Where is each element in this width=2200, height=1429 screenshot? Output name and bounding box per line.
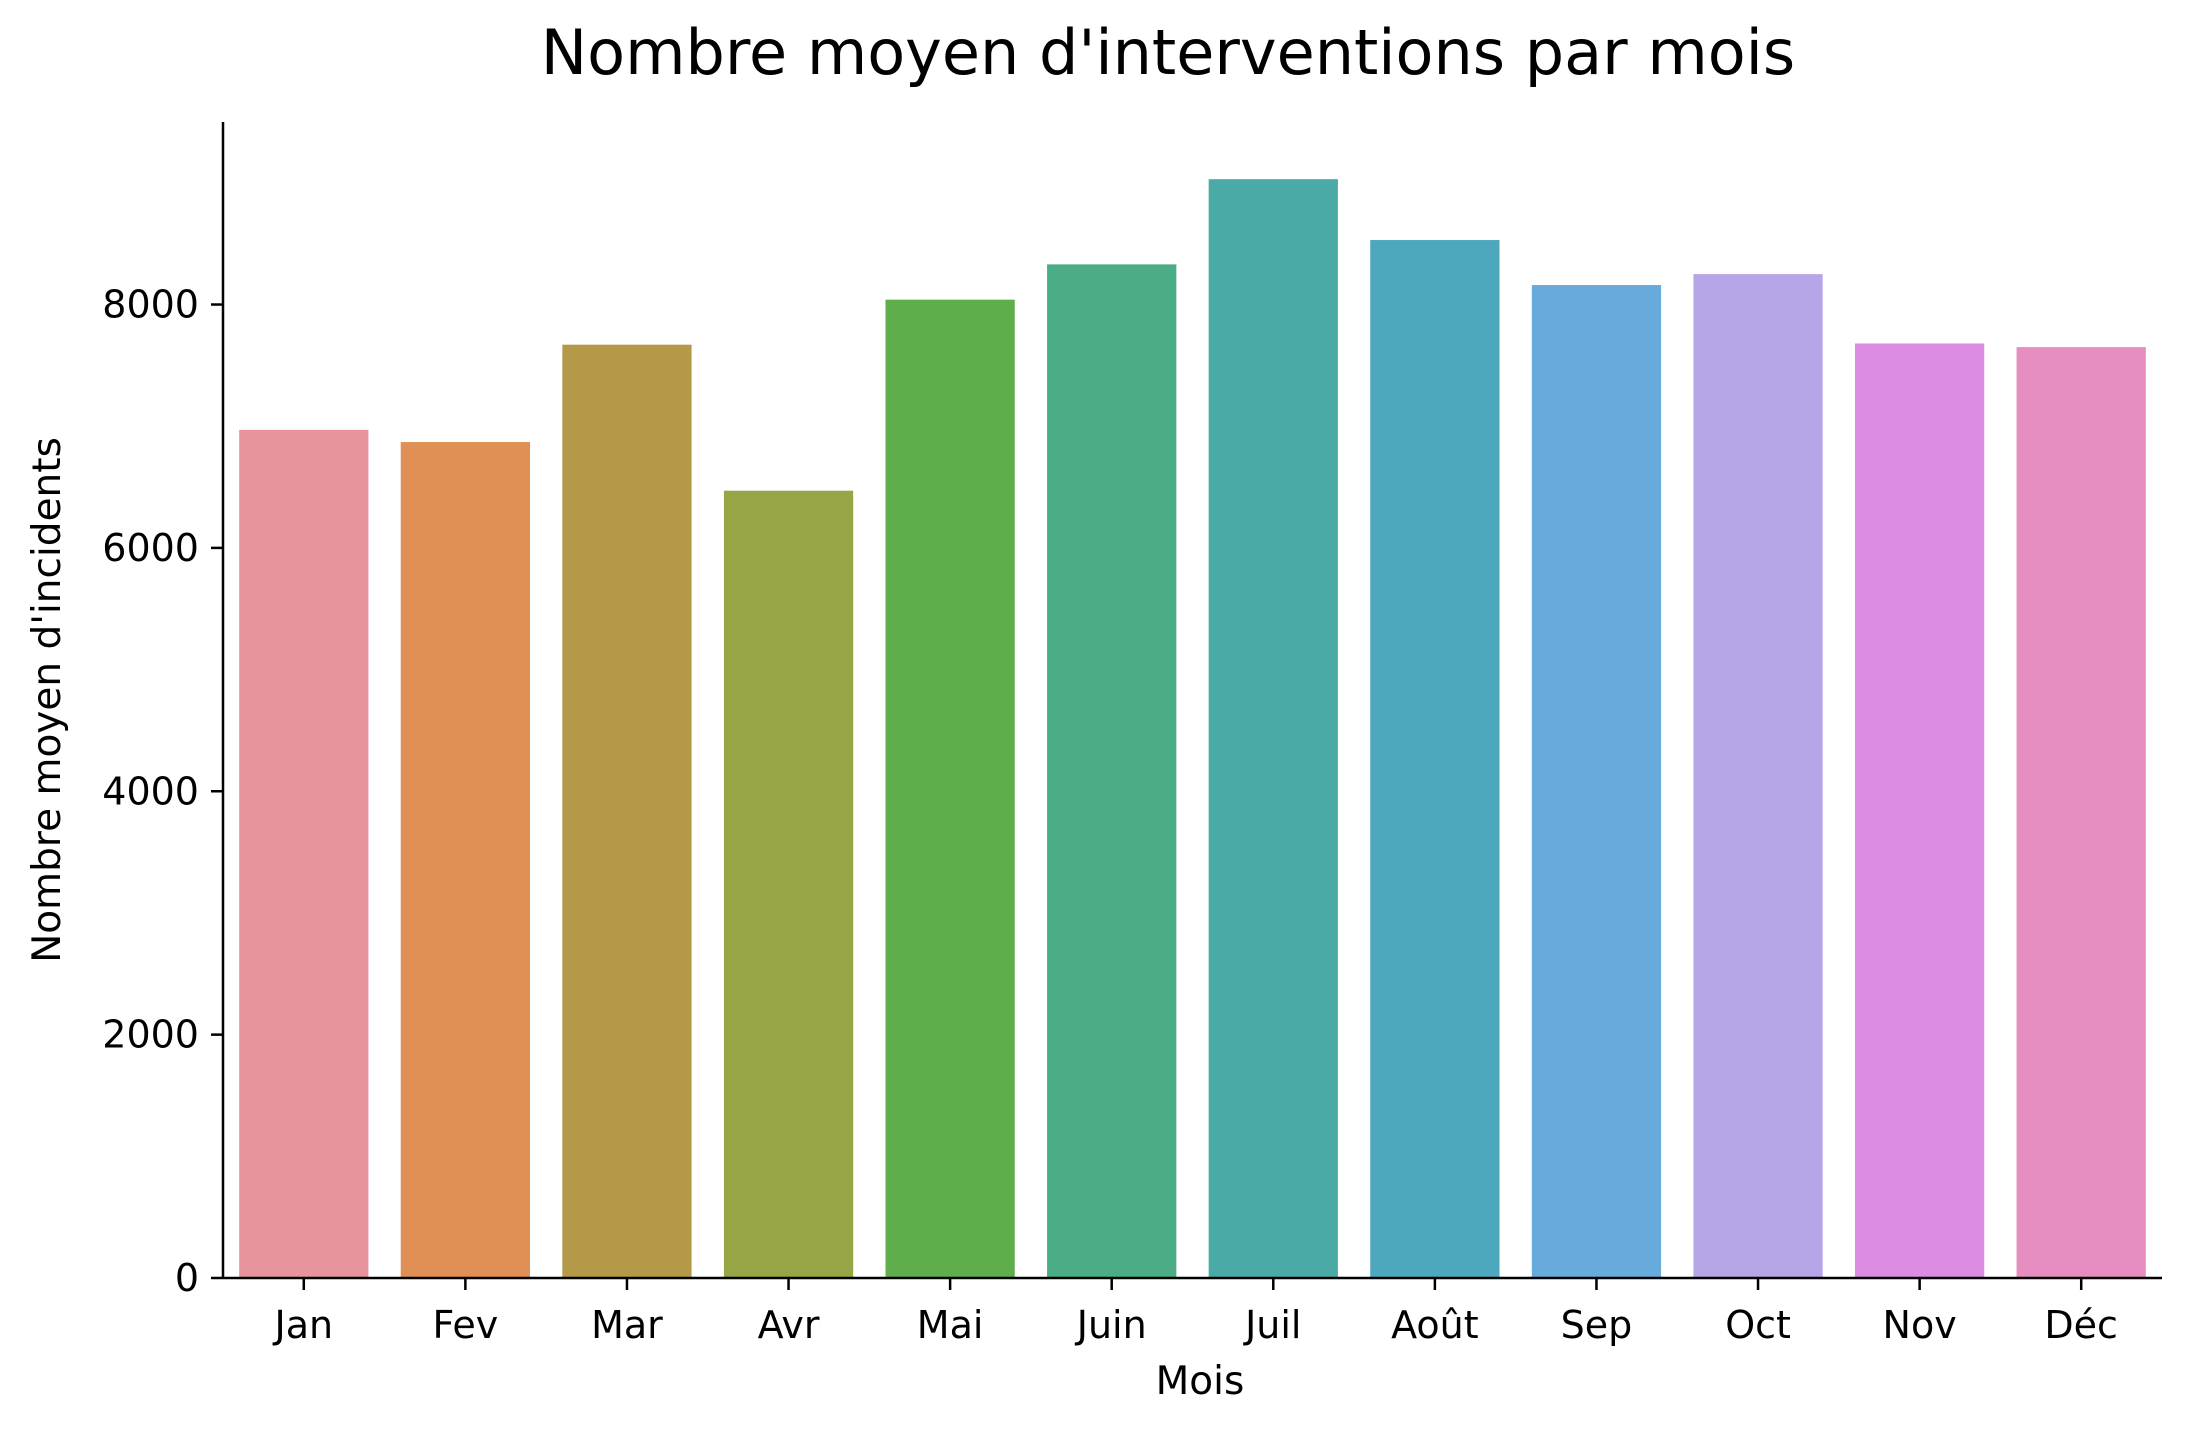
y-tick-label: 4000 bbox=[102, 769, 199, 813]
bar-fev bbox=[400, 442, 531, 1278]
bar-mai bbox=[885, 299, 1015, 1278]
x-axis-ticks: Jan Fev Mar Avr Mai Juin Juil Août Sep Oct Nov Déc bbox=[273, 1278, 2118, 1347]
y-tick-label: 8000 bbox=[102, 283, 199, 327]
x-axis-label: Mois bbox=[1156, 1359, 1245, 1404]
x-tick-label: Mar bbox=[591, 1303, 663, 1347]
bar-mar bbox=[562, 344, 692, 1278]
x-tick-label: Août bbox=[1391, 1303, 1479, 1347]
chart-title: Nombre moyen d'interventions par mois bbox=[541, 16, 1795, 89]
x-tick-label: Mai bbox=[917, 1303, 984, 1347]
bars-group bbox=[239, 179, 2146, 1279]
bar-nov bbox=[1854, 343, 1985, 1278]
bar-jan bbox=[239, 429, 369, 1278]
x-tick-label: Juin bbox=[1075, 1303, 1147, 1347]
y-tick-label: 6000 bbox=[102, 526, 199, 570]
bar-juil bbox=[1208, 179, 1338, 1279]
bar-déc bbox=[2016, 347, 2146, 1278]
y-tick-label: 2000 bbox=[102, 1013, 199, 1057]
y-axis-ticks: 0 2000 4000 6000 8000 bbox=[102, 283, 223, 1300]
x-tick-label: Nov bbox=[1883, 1303, 1957, 1347]
x-tick-label: Oct bbox=[1725, 1303, 1791, 1347]
bar-août bbox=[1370, 240, 1500, 1278]
bar-sep bbox=[1531, 285, 1662, 1278]
bar-avr bbox=[723, 490, 854, 1279]
bar-juin bbox=[1047, 264, 1177, 1279]
bar-oct bbox=[1693, 274, 1823, 1279]
x-tick-label: Fev bbox=[433, 1303, 499, 1347]
y-axis-label: Nombre moyen d'incidents bbox=[25, 437, 70, 963]
x-tick-label: Sep bbox=[1561, 1303, 1633, 1347]
x-tick-label: Jan bbox=[273, 1303, 334, 1347]
x-tick-label: Avr bbox=[758, 1303, 820, 1347]
x-tick-label: Juil bbox=[1243, 1303, 1301, 1347]
x-tick-label: Déc bbox=[2044, 1303, 2118, 1347]
y-tick-label: 0 bbox=[175, 1256, 199, 1300]
